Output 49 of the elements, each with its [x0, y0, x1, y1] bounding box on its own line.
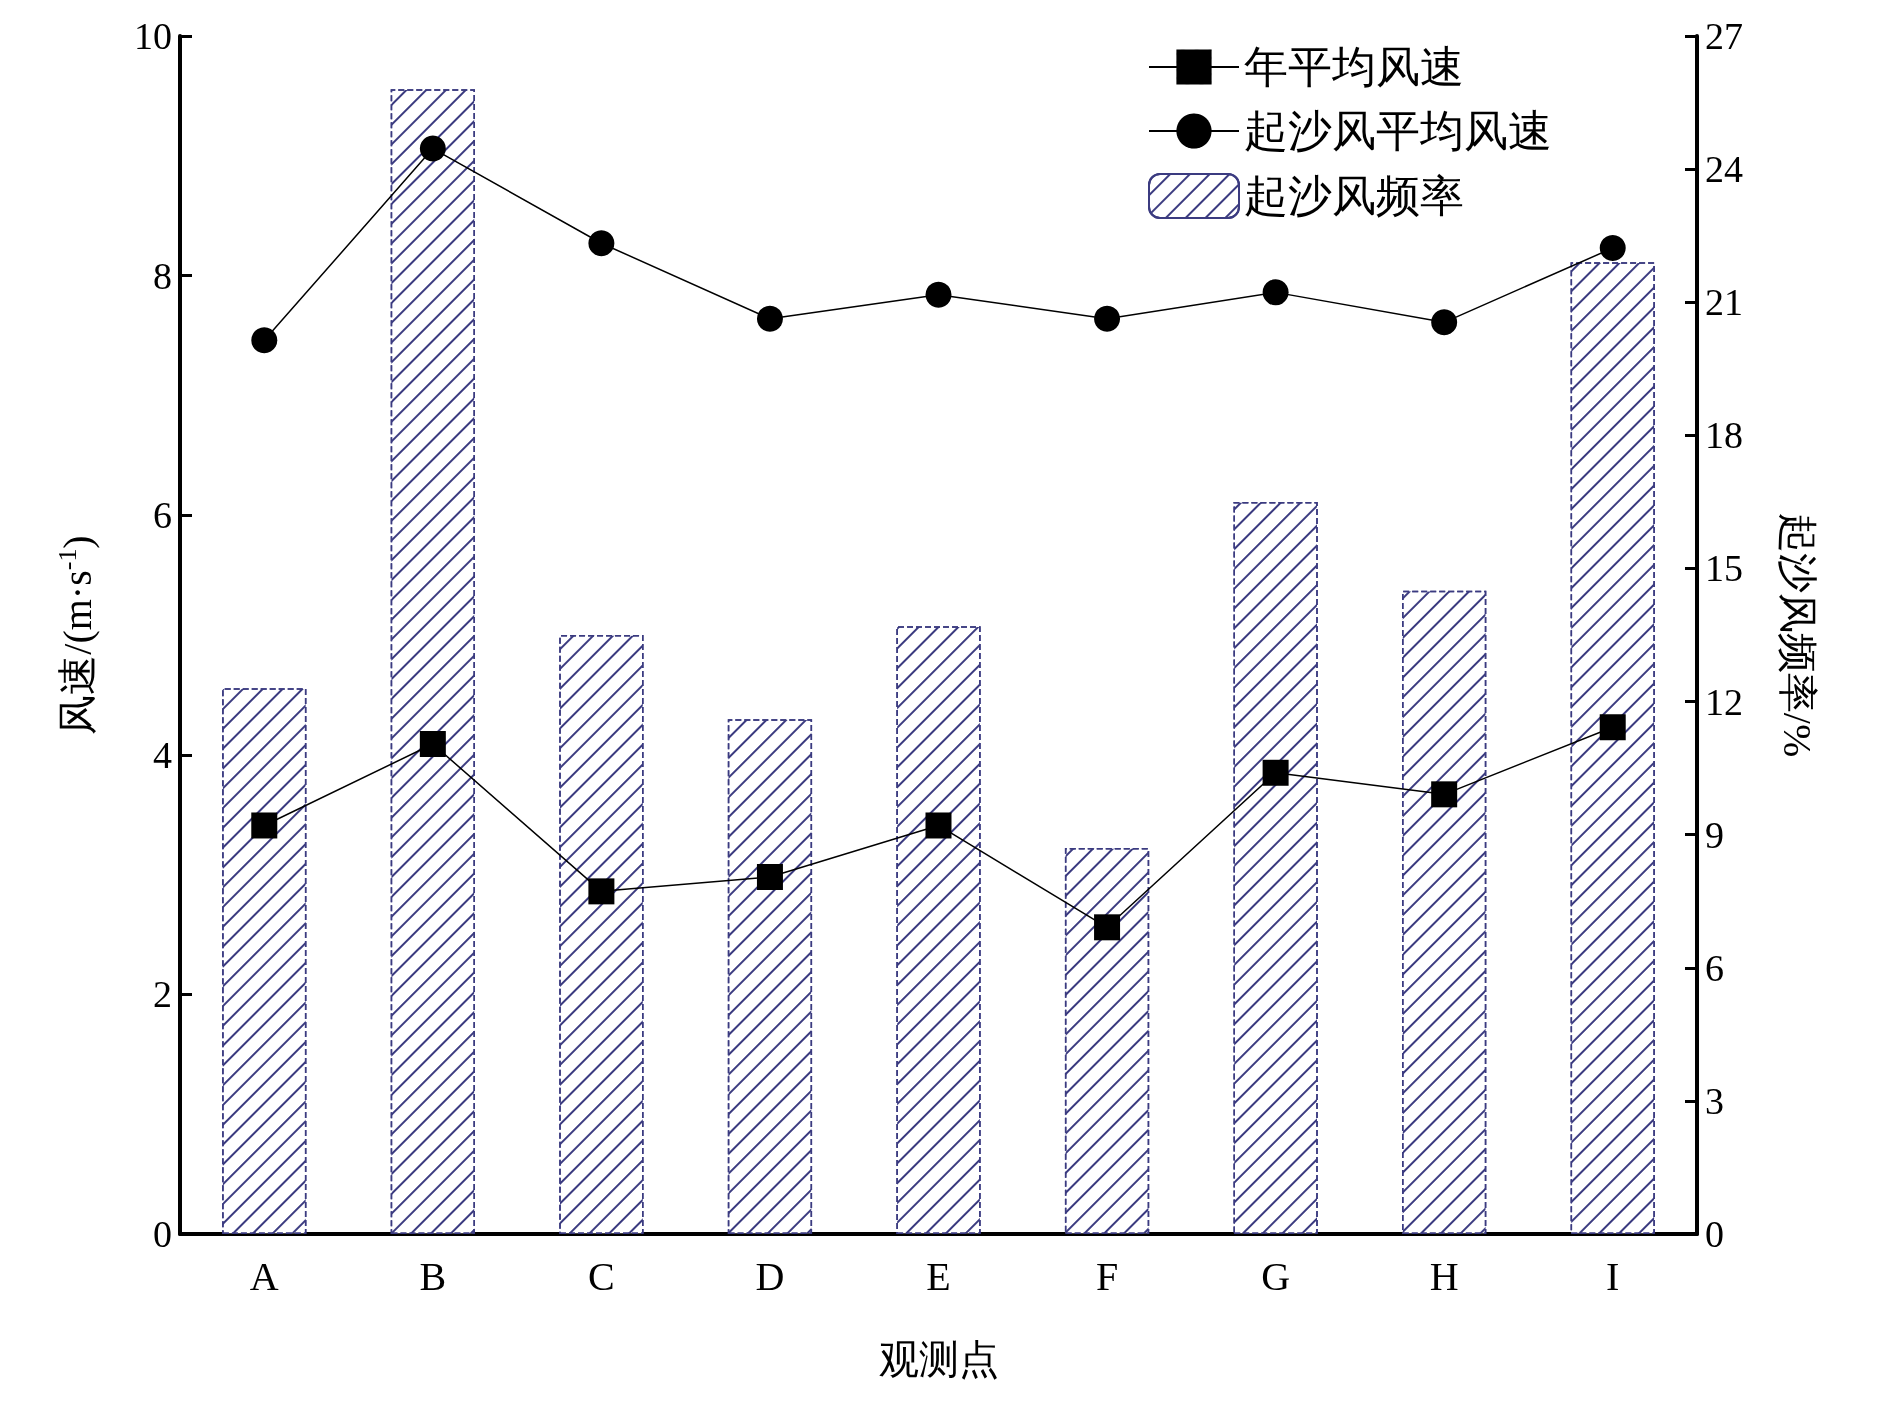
point: [1599, 235, 1626, 262]
y2-tick-label: 9: [1705, 813, 1724, 856]
point: [419, 731, 446, 758]
x-axis-title: 观测点: [878, 1336, 999, 1382]
legend-label: 起沙风平均风速: [1244, 106, 1552, 156]
point: [1431, 781, 1458, 808]
y-tick-label: 4: [153, 733, 172, 776]
y2-tick-label: 3: [1705, 1079, 1724, 1122]
y-tick-label: 10: [134, 15, 172, 57]
y2-tick-label: 24: [1705, 148, 1743, 191]
y2-tick-label: 0: [1705, 1213, 1724, 1255]
point: [251, 327, 278, 354]
point: [1599, 714, 1626, 741]
x-tick-label: H: [1429, 1253, 1459, 1299]
y-tick-label: 2: [153, 973, 172, 1016]
x-tick-label: G: [1261, 1253, 1291, 1299]
point: [419, 135, 446, 162]
y-tick-label: 0: [153, 1213, 172, 1255]
y-tick-label: 8: [153, 254, 172, 297]
y2-tick-label: 12: [1705, 680, 1743, 723]
legend-label: 年平均风速: [1244, 42, 1464, 92]
point: [1262, 759, 1289, 786]
y2-tick-label: 15: [1705, 547, 1743, 590]
x-tick-label: E: [926, 1253, 951, 1299]
y2-tick-label: 21: [1705, 281, 1743, 324]
point: [1094, 305, 1121, 332]
point: [1262, 279, 1289, 306]
point: [1431, 309, 1458, 336]
y-tick-label: 6: [153, 494, 172, 537]
point: [251, 812, 278, 839]
x-tick-label: C: [588, 1253, 615, 1299]
y-axis-title: 风速/(m·s-1): [52, 535, 100, 735]
x-tick-label: A: [249, 1253, 279, 1299]
legend-label: 起沙风频率: [1244, 171, 1464, 221]
x-tick-label: F: [1095, 1253, 1119, 1299]
point: [1094, 914, 1121, 941]
point: [588, 878, 615, 905]
x-tick-label: I: [1606, 1253, 1620, 1299]
point: [756, 864, 783, 890]
y2-tick-label: 27: [1705, 15, 1743, 57]
x-tick-label: D: [755, 1253, 785, 1299]
point: [756, 305, 783, 332]
point: [588, 230, 615, 257]
y2-tick-label: 18: [1705, 414, 1743, 457]
y2-axis-title: 起沙风频率/%: [1774, 512, 1820, 758]
x-tick-label: B: [419, 1253, 447, 1299]
point: [925, 812, 952, 839]
point: [925, 281, 952, 308]
y2-tick-label: 6: [1705, 946, 1724, 989]
